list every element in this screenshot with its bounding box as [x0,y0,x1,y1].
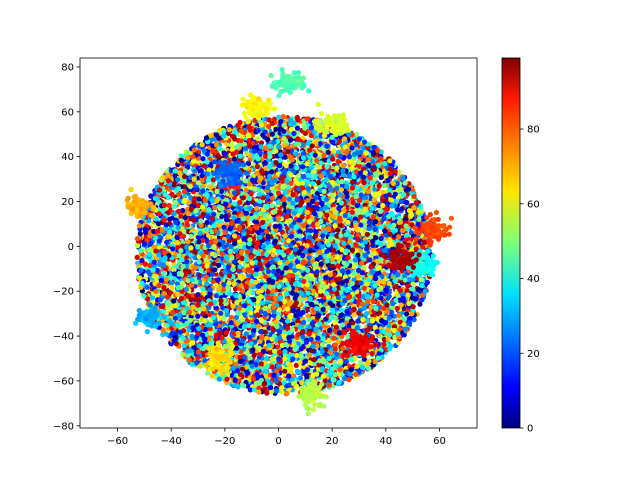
scatter-point [273,377,279,383]
scatter-point [281,128,287,134]
scatter-point [369,205,375,211]
scatter-point [370,299,376,305]
scatter-points [124,67,454,417]
scatter-point [226,338,232,344]
scatter-point [293,362,299,368]
scatter-point [258,140,265,146]
scatter-point [391,313,397,319]
scatter-point [165,172,171,179]
scatter-point [326,382,332,388]
scatter-point [169,280,175,286]
scatter-point [297,375,303,381]
scatter-point [255,135,261,141]
scatter-point [218,310,224,316]
scatter-point [205,370,211,376]
scatter-point [244,350,250,356]
scatter-point [175,177,181,183]
scatter-point [404,199,410,206]
scatter-point [247,355,253,361]
scatter-point [284,391,290,397]
scatter-point [247,387,253,393]
scatter-point [158,257,164,263]
